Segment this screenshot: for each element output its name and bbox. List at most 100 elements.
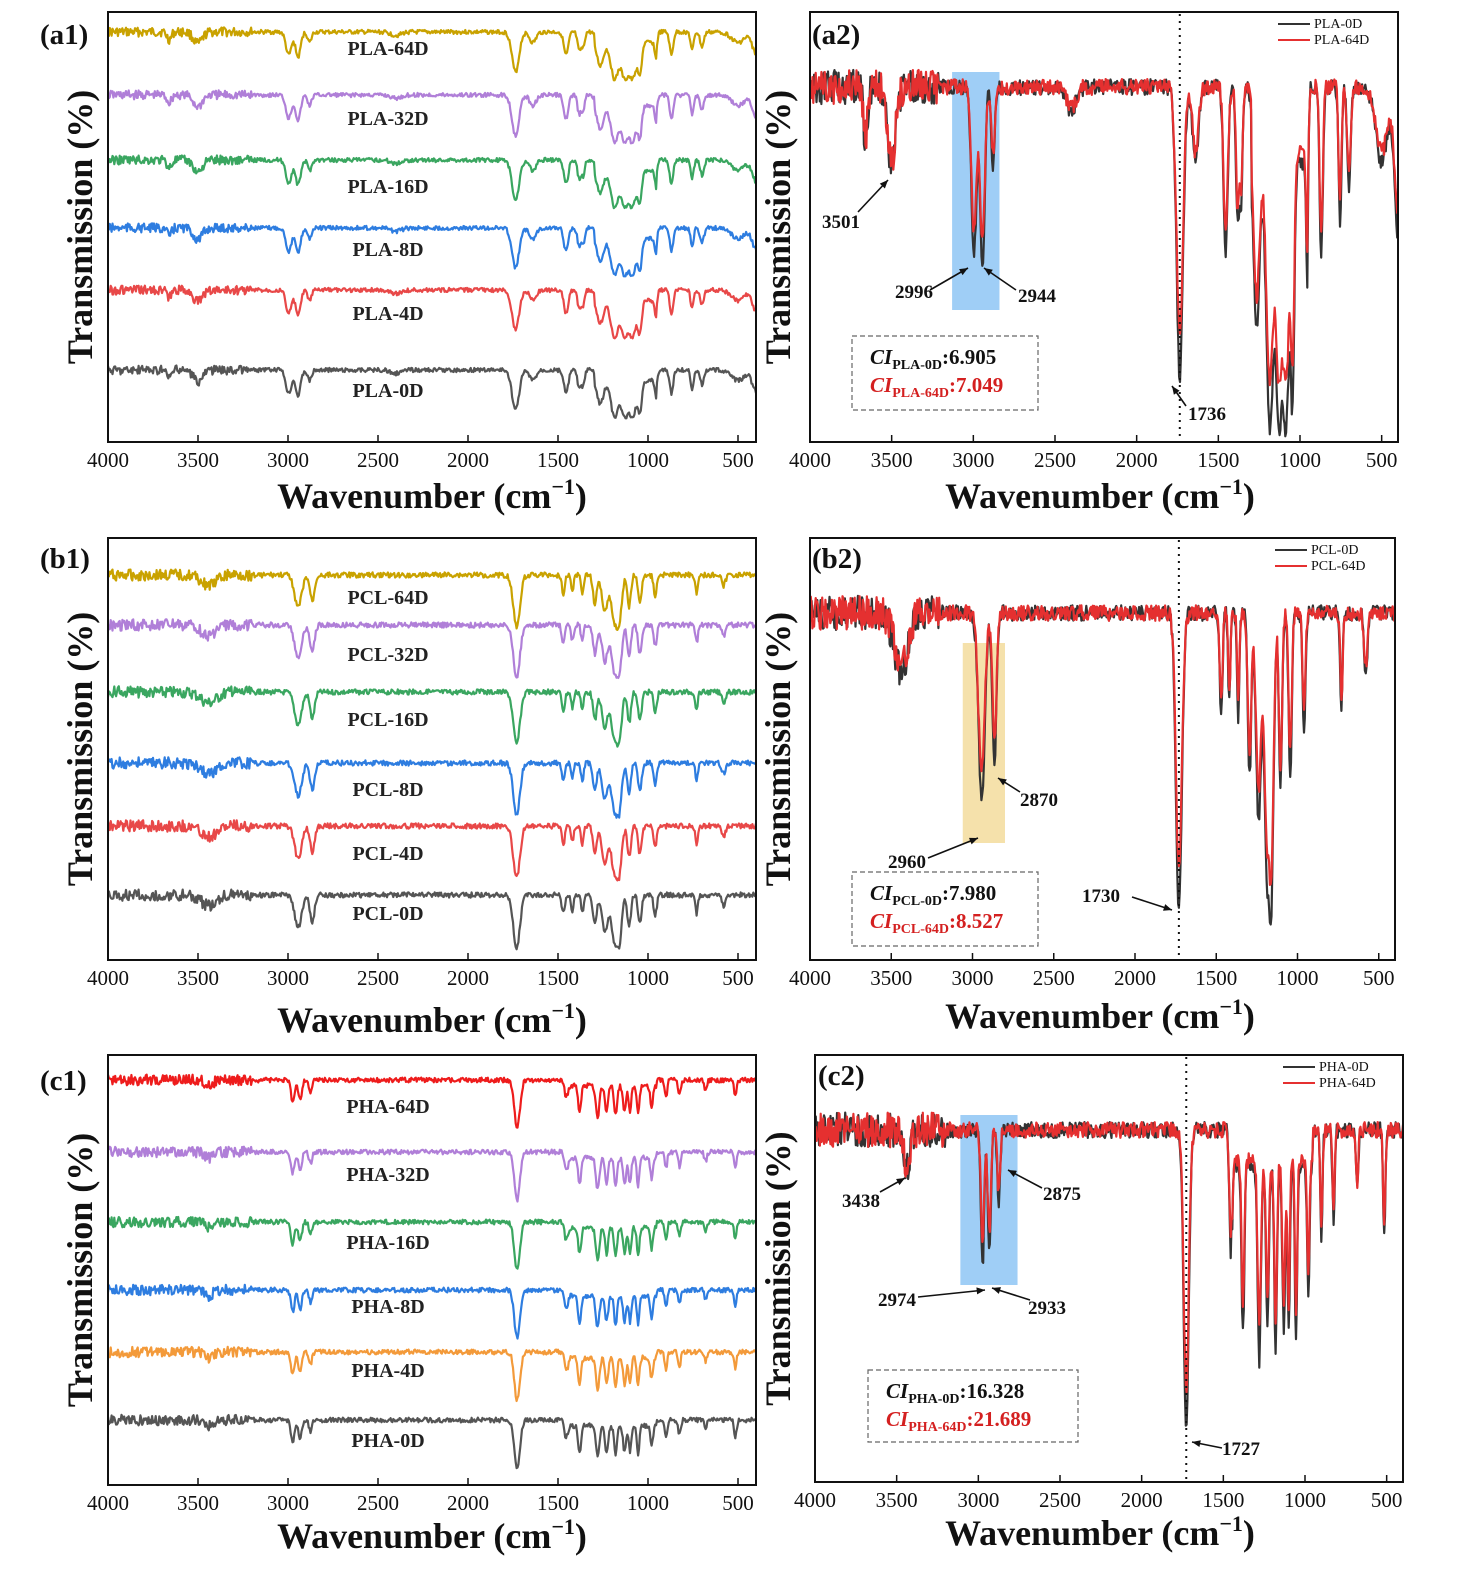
x-tick-label: 500 — [1363, 966, 1395, 990]
peak-label: 2933 — [1028, 1298, 1066, 1319]
series-line — [109, 89, 755, 145]
x-tick-label: 3000 — [267, 448, 309, 472]
x-tick-label: 500 — [722, 448, 754, 472]
y-axis-label: Transmission (%) — [758, 612, 798, 886]
series-label: PHA-4D — [351, 1360, 424, 1382]
series-line — [109, 685, 755, 748]
x-tick-label: 2000 — [1114, 966, 1156, 990]
x-tick-label: 3500 — [177, 966, 219, 990]
series-label: PHA-8D — [351, 1296, 424, 1318]
x-axis-label: Wavenumber (cm−1) — [945, 474, 1255, 516]
ci-value: CIPLA-64D:7.049 — [870, 373, 1003, 401]
series-line — [109, 222, 755, 278]
peak-label: 2960 — [888, 852, 926, 873]
peak-label: 1727 — [1222, 1439, 1261, 1460]
series-label: PLA-4D — [352, 303, 423, 325]
peak-label: 2974 — [878, 1290, 917, 1311]
series-line — [816, 1111, 1402, 1394]
peak-label: 2944 — [1018, 286, 1057, 307]
x-tick-label: 1500 — [1195, 966, 1237, 990]
x-tick-label: 1000 — [627, 966, 669, 990]
panel-label: (b2) — [812, 543, 862, 575]
series-label: PLA-64D — [347, 38, 428, 60]
panel-b1: (b1) 4000 3500 3000 2500 2000 1500 1000 500 Waven… — [40, 537, 757, 1040]
x-tick-label: 4000 — [87, 966, 129, 990]
peak-arrow — [917, 1289, 986, 1298]
series-label: PHA-32D — [346, 1164, 429, 1186]
arrow-head — [1163, 904, 1172, 911]
panel-label: (c1) — [40, 1065, 87, 1097]
series-line — [811, 68, 1397, 387]
series-label: PLA-0D — [352, 380, 423, 402]
arrow-head — [992, 1287, 1001, 1294]
arrow-head — [1192, 1440, 1201, 1448]
series-label: PLA-8D — [352, 239, 423, 261]
panel-label: (b1) — [40, 543, 90, 575]
y-axis-label: Transmission (%) — [758, 90, 798, 364]
x-tick-label: 4000 — [794, 1488, 836, 1512]
x-tick-label: 4000 — [789, 448, 831, 472]
series-line — [109, 1073, 755, 1129]
panel-a2: (a2) 4000 3500 3000 2500 2000 1500 1000 500 Waven… — [758, 11, 1399, 516]
ci-value: CIPHA-0D:16.328 — [886, 1379, 1024, 1407]
x-tick-label: 3500 — [876, 1488, 918, 1512]
x-axis-label: Wavenumber (cm−1) — [277, 474, 587, 516]
x-tick-label: 3000 — [952, 448, 994, 472]
plot-frame — [809, 537, 1396, 961]
x-tick-label: 1000 — [627, 1491, 669, 1515]
x-tick-label: 2500 — [1034, 448, 1076, 472]
x-axis-label: Wavenumber (cm−1) — [945, 1511, 1255, 1553]
series-line — [109, 364, 755, 420]
series-line — [109, 1413, 755, 1470]
series-label: PCL-64D — [347, 587, 428, 609]
peak-label: 2870 — [1020, 790, 1058, 811]
x-tick-label: 500 — [1366, 448, 1398, 472]
arrow-head — [896, 1178, 905, 1186]
ci-value: CIPHA-64D:21.689 — [886, 1407, 1031, 1435]
arrow-head — [1172, 386, 1180, 395]
series-line — [109, 284, 755, 340]
series-line — [109, 618, 755, 679]
x-tick-label: 500 — [722, 966, 754, 990]
peak-label: 1730 — [1082, 886, 1120, 907]
x-tick-label: 1000 — [1279, 448, 1321, 472]
x-tick-label: 2500 — [1039, 1488, 1081, 1512]
x-tick-label: 3500 — [870, 966, 912, 990]
series-label: PLA-16D — [347, 176, 428, 198]
arrow-head — [1008, 1170, 1017, 1177]
panel-label: (a2) — [812, 19, 860, 51]
x-tick-label: 3000 — [957, 1488, 999, 1512]
x-tick-label: 3000 — [267, 966, 309, 990]
peak-label: 3501 — [822, 212, 860, 233]
x-tick-label: 1500 — [537, 448, 579, 472]
x-tick-label: 2500 — [1033, 966, 1075, 990]
peak-arrow — [927, 837, 979, 859]
series-label: PHA-0D — [351, 1430, 424, 1452]
x-axis-label: Wavenumber (cm−1) — [277, 1514, 587, 1556]
series-label: PCL-0D — [352, 903, 423, 925]
panel-label: (c2) — [818, 1060, 865, 1092]
x-tick-label: 500 — [722, 1491, 754, 1515]
x-tick-label: 1500 — [537, 966, 579, 990]
arrow-head — [969, 837, 978, 845]
arrow-head — [959, 268, 968, 276]
x-tick-label: 2000 — [447, 966, 489, 990]
x-tick-label: 2000 — [447, 1491, 489, 1515]
ci-value: CIPCL-0D:7.980 — [870, 881, 996, 909]
series-label: PLA-32D — [347, 108, 428, 130]
peak-label: 2875 — [1043, 1184, 1081, 1205]
x-tick-label: 1000 — [1284, 1488, 1326, 1512]
series-line — [109, 26, 755, 82]
legend-entry: PHA-64D — [1319, 1076, 1376, 1091]
x-tick-label: 2000 — [447, 448, 489, 472]
y-axis-label: Transmission (%) — [60, 90, 100, 364]
series-line — [109, 1145, 755, 1203]
legend-entry: PLA-64D — [1314, 33, 1369, 48]
series-line — [109, 888, 755, 951]
series-label: PHA-16D — [346, 1232, 429, 1254]
ci-value: CIPCL-64D:8.527 — [870, 909, 1003, 937]
x-tick-label: 3000 — [267, 1491, 309, 1515]
series-line — [109, 154, 755, 210]
